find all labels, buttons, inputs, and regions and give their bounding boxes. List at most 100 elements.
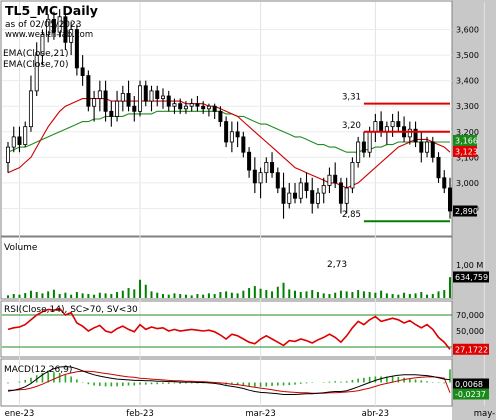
price-bar — [143, 80, 148, 107]
price-bar-body — [46, 18, 51, 36]
price-bar-body — [224, 121, 229, 143]
price-bar — [293, 182, 298, 204]
rsi-title: RSI(Close,14), SC>70, SV<30 — [4, 305, 138, 315]
level-label: 2,85 — [342, 210, 361, 220]
price-bar — [189, 98, 194, 112]
price-bar — [115, 90, 120, 122]
price-bar-body — [212, 105, 217, 112]
price-bar — [224, 116, 229, 148]
price-bar — [419, 131, 424, 163]
price-bar — [287, 182, 292, 209]
price-bar-body — [229, 131, 234, 143]
price-bar-body — [97, 90, 102, 99]
price-bar — [310, 177, 315, 214]
price-bar-body — [258, 172, 263, 184]
price-bar — [80, 55, 85, 86]
price-value-tag — [453, 134, 477, 146]
rsi-tick-label: 50,000 — [456, 327, 484, 336]
price-bar — [229, 121, 234, 153]
grid — [2, 2, 485, 406]
price-bar-body — [132, 105, 137, 112]
price-bar-body — [80, 67, 85, 76]
price-bar-body — [367, 131, 372, 153]
x-tick-label: feb-23 — [126, 409, 154, 419]
macd-line — [7, 366, 451, 395]
price-bar — [109, 101, 114, 127]
price-bar-body — [344, 187, 349, 204]
price-bar-body — [74, 29, 79, 69]
price-bar-body — [338, 182, 343, 204]
volume-panel-frame — [0, 236, 453, 300]
volume-annotation: 2,73 — [327, 260, 347, 270]
axis-labels: ene-23 feb-23 mar-23 abr-23 may- 3,600 3,500 3,… — [5, 26, 496, 419]
price-value-tag-text: 3,166 — [455, 136, 478, 145]
price-bar — [218, 106, 223, 127]
price-value-tag — [453, 205, 477, 217]
price-bar — [241, 131, 246, 158]
price-bar — [436, 152, 441, 183]
price-bar-body — [201, 105, 206, 110]
rsi-tick-label: 70,000 — [456, 311, 484, 320]
price-bar — [361, 131, 366, 158]
price-bar — [103, 80, 108, 122]
price-bar-body — [103, 90, 108, 112]
macd-panel-frame — [0, 358, 453, 407]
price-bar-body — [23, 126, 28, 145]
macd-signal-line — [8, 370, 451, 394]
price-bar — [402, 116, 407, 142]
price-bar-body — [350, 162, 355, 189]
ema70-line — [7, 110, 450, 153]
price-bar-body — [57, 16, 62, 33]
price-bar-body — [40, 34, 45, 56]
price-bar — [6, 142, 11, 173]
price-value-tag-text: 3,123 — [455, 147, 478, 156]
price-bar — [57, 9, 62, 38]
price-tick-label: 3,300 — [456, 102, 479, 111]
price-tick-label: 3,000 — [456, 179, 479, 188]
price-bar — [407, 121, 412, 145]
price-bar-body — [430, 141, 435, 158]
price-bar-body — [264, 162, 269, 174]
price-bar-body — [138, 85, 143, 112]
price-bar — [384, 121, 389, 145]
price-bar-body — [447, 187, 452, 212]
rsi-value-tag — [453, 343, 489, 355]
price-bar — [201, 101, 206, 114]
macd-series — [7, 366, 451, 395]
price-bar — [172, 98, 177, 114]
price-bar-body — [373, 121, 378, 133]
price-bar-body — [86, 75, 91, 107]
price-bar — [298, 177, 303, 204]
price-bar-body — [143, 85, 148, 102]
watermark: www.wealth-lab.com — [5, 30, 93, 40]
price-bar — [252, 157, 257, 194]
level-label: 3,20 — [342, 121, 361, 131]
price-bar — [390, 113, 395, 137]
price-tick-label: 3,600 — [456, 26, 479, 35]
chart-date: as of 02/05/2023 — [5, 20, 81, 30]
price-tick-label: 3,400 — [456, 77, 479, 86]
price-bar-body — [149, 90, 154, 102]
price-bar-body — [310, 190, 315, 204]
price-bar-body — [298, 182, 303, 199]
price-bar-body — [189, 103, 194, 107]
x-tick-label: abr-23 — [362, 409, 389, 419]
price-bar — [69, 21, 74, 56]
price-bar-body — [281, 187, 286, 204]
volume-title: Volume — [4, 243, 38, 253]
price-bar — [413, 121, 418, 148]
price-bar-body — [92, 98, 97, 107]
price-bar-body — [407, 128, 412, 138]
price-bar-body — [413, 128, 418, 143]
ema21-line — [7, 98, 451, 189]
price-bar — [92, 90, 97, 122]
price-bar — [396, 111, 401, 132]
rsi-line — [7, 307, 451, 350]
price-bar — [17, 126, 22, 153]
price-bar-body — [419, 141, 424, 153]
price-bar-body — [287, 192, 292, 204]
price-bar-body — [155, 90, 160, 99]
price-bar-body — [321, 185, 326, 194]
price-bar-body — [293, 192, 298, 199]
rsi-value-tag-text: 27,1722 — [455, 345, 488, 354]
